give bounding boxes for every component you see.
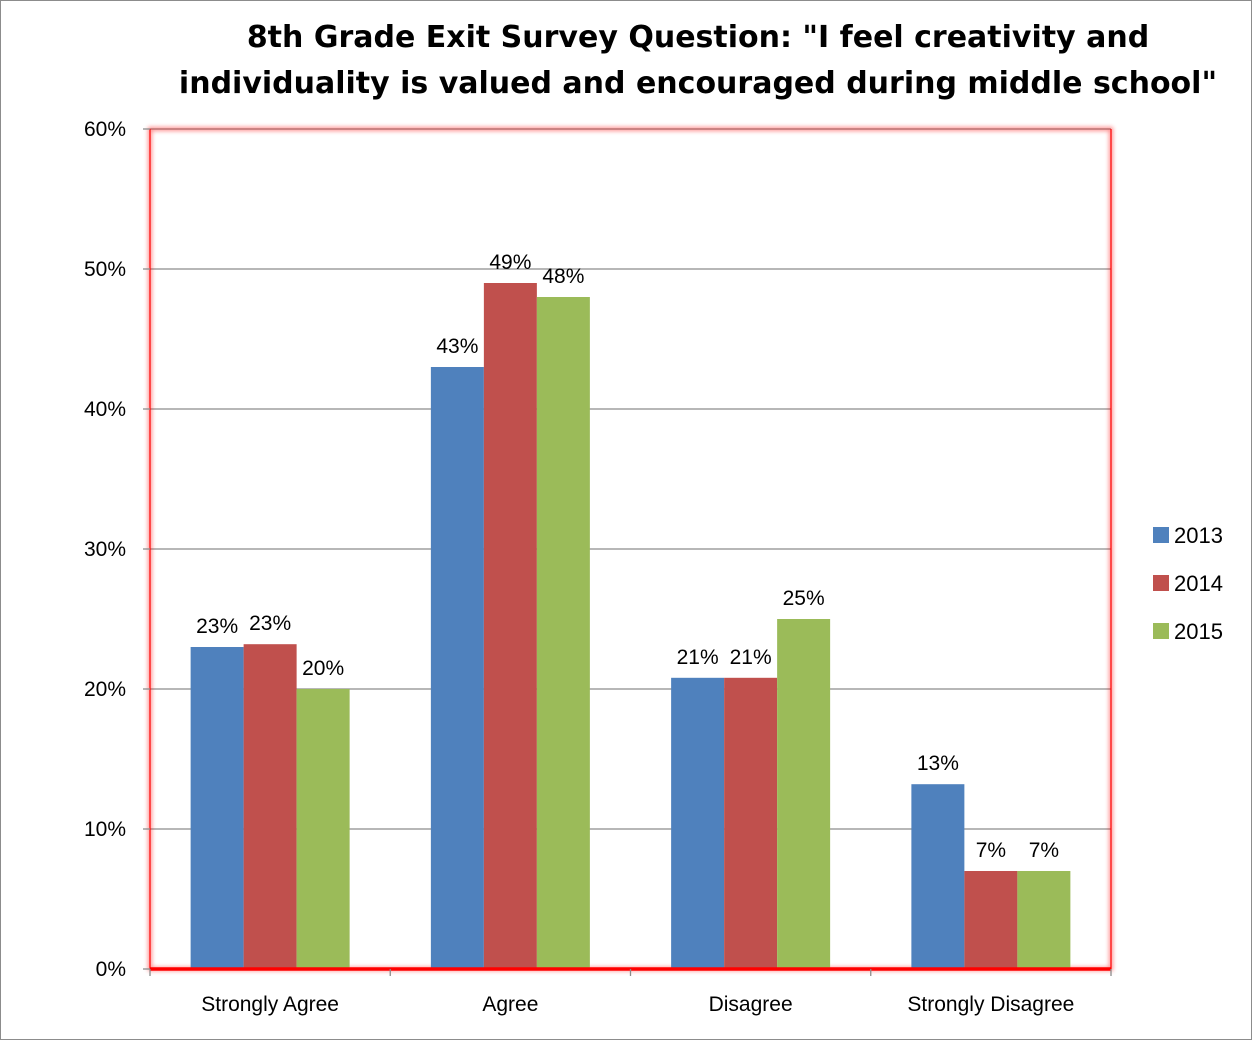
y-tick-label: 10%: [84, 818, 126, 841]
bar-2015-strongly-disagree: [1017, 871, 1071, 969]
data-label: 7%: [1029, 839, 1059, 862]
y-tick-label: 40%: [84, 398, 126, 421]
bar-2014-disagree: [724, 677, 778, 969]
data-label: 23%: [249, 612, 291, 635]
bar-2013-agree: [430, 367, 484, 969]
x-category-label: Disagree: [709, 993, 793, 1016]
legend-swatch-2015: [1153, 623, 1169, 639]
legend-label-2015: 2015: [1174, 619, 1223, 644]
bar-2014-agree: [483, 283, 537, 969]
data-label: 21%: [677, 646, 719, 669]
axes: 0% 10% 20% 30% 40% 50% 60% Strongly Agree Agree D…: [84, 118, 1112, 1016]
bar-2013-strongly-disagree: [911, 784, 965, 969]
bar-2015-disagree: [777, 619, 831, 969]
data-label: 13%: [917, 752, 959, 775]
data-label: 23%: [196, 615, 238, 638]
legend-label-2014: 2014: [1174, 571, 1223, 596]
bar-2013-disagree: [671, 677, 725, 969]
bar-2015-strongly-agree: [296, 689, 350, 969]
data-label: 49%: [489, 251, 531, 274]
chart-title: 8th Grade Exit Survey Question: "I feel …: [179, 20, 1217, 101]
x-category-label: Strongly Agree: [201, 993, 339, 1016]
legend: 2013 2014 2015: [1153, 523, 1223, 644]
x-category-label: Strongly Disagree: [907, 993, 1074, 1016]
legend-label-2013: 2013: [1174, 523, 1223, 548]
data-label: 48%: [542, 265, 584, 288]
bar-2014-strongly-disagree: [964, 871, 1018, 969]
legend-swatch-2014: [1153, 575, 1169, 591]
bars: [190, 283, 1071, 969]
y-tick-label: 20%: [84, 678, 126, 701]
y-tick-label: 60%: [84, 118, 126, 141]
bar-2013-strongly-agree: [190, 647, 244, 969]
data-label: 21%: [730, 646, 772, 669]
chart-title-line-2: individuality is valued and encouraged d…: [179, 66, 1217, 101]
data-labels: 23% 23% 20% 43% 49% 48% 21% 21% 25% 13% 7% 7%: [196, 251, 1059, 862]
data-label: 7%: [976, 839, 1006, 862]
y-tick-label: 50%: [84, 258, 126, 281]
bar-2014-strongly-agree: [243, 644, 297, 969]
y-tick-label: 30%: [84, 538, 126, 561]
bar-2015-agree: [536, 297, 590, 969]
legend-swatch-2013: [1153, 527, 1169, 543]
data-label: 43%: [436, 335, 478, 358]
y-tick-label: 0%: [96, 958, 126, 981]
data-label: 25%: [783, 587, 825, 610]
x-category-label: Agree: [482, 993, 538, 1016]
chart-title-line-1: 8th Grade Exit Survey Question: "I feel …: [247, 20, 1149, 55]
data-label: 20%: [302, 657, 344, 680]
